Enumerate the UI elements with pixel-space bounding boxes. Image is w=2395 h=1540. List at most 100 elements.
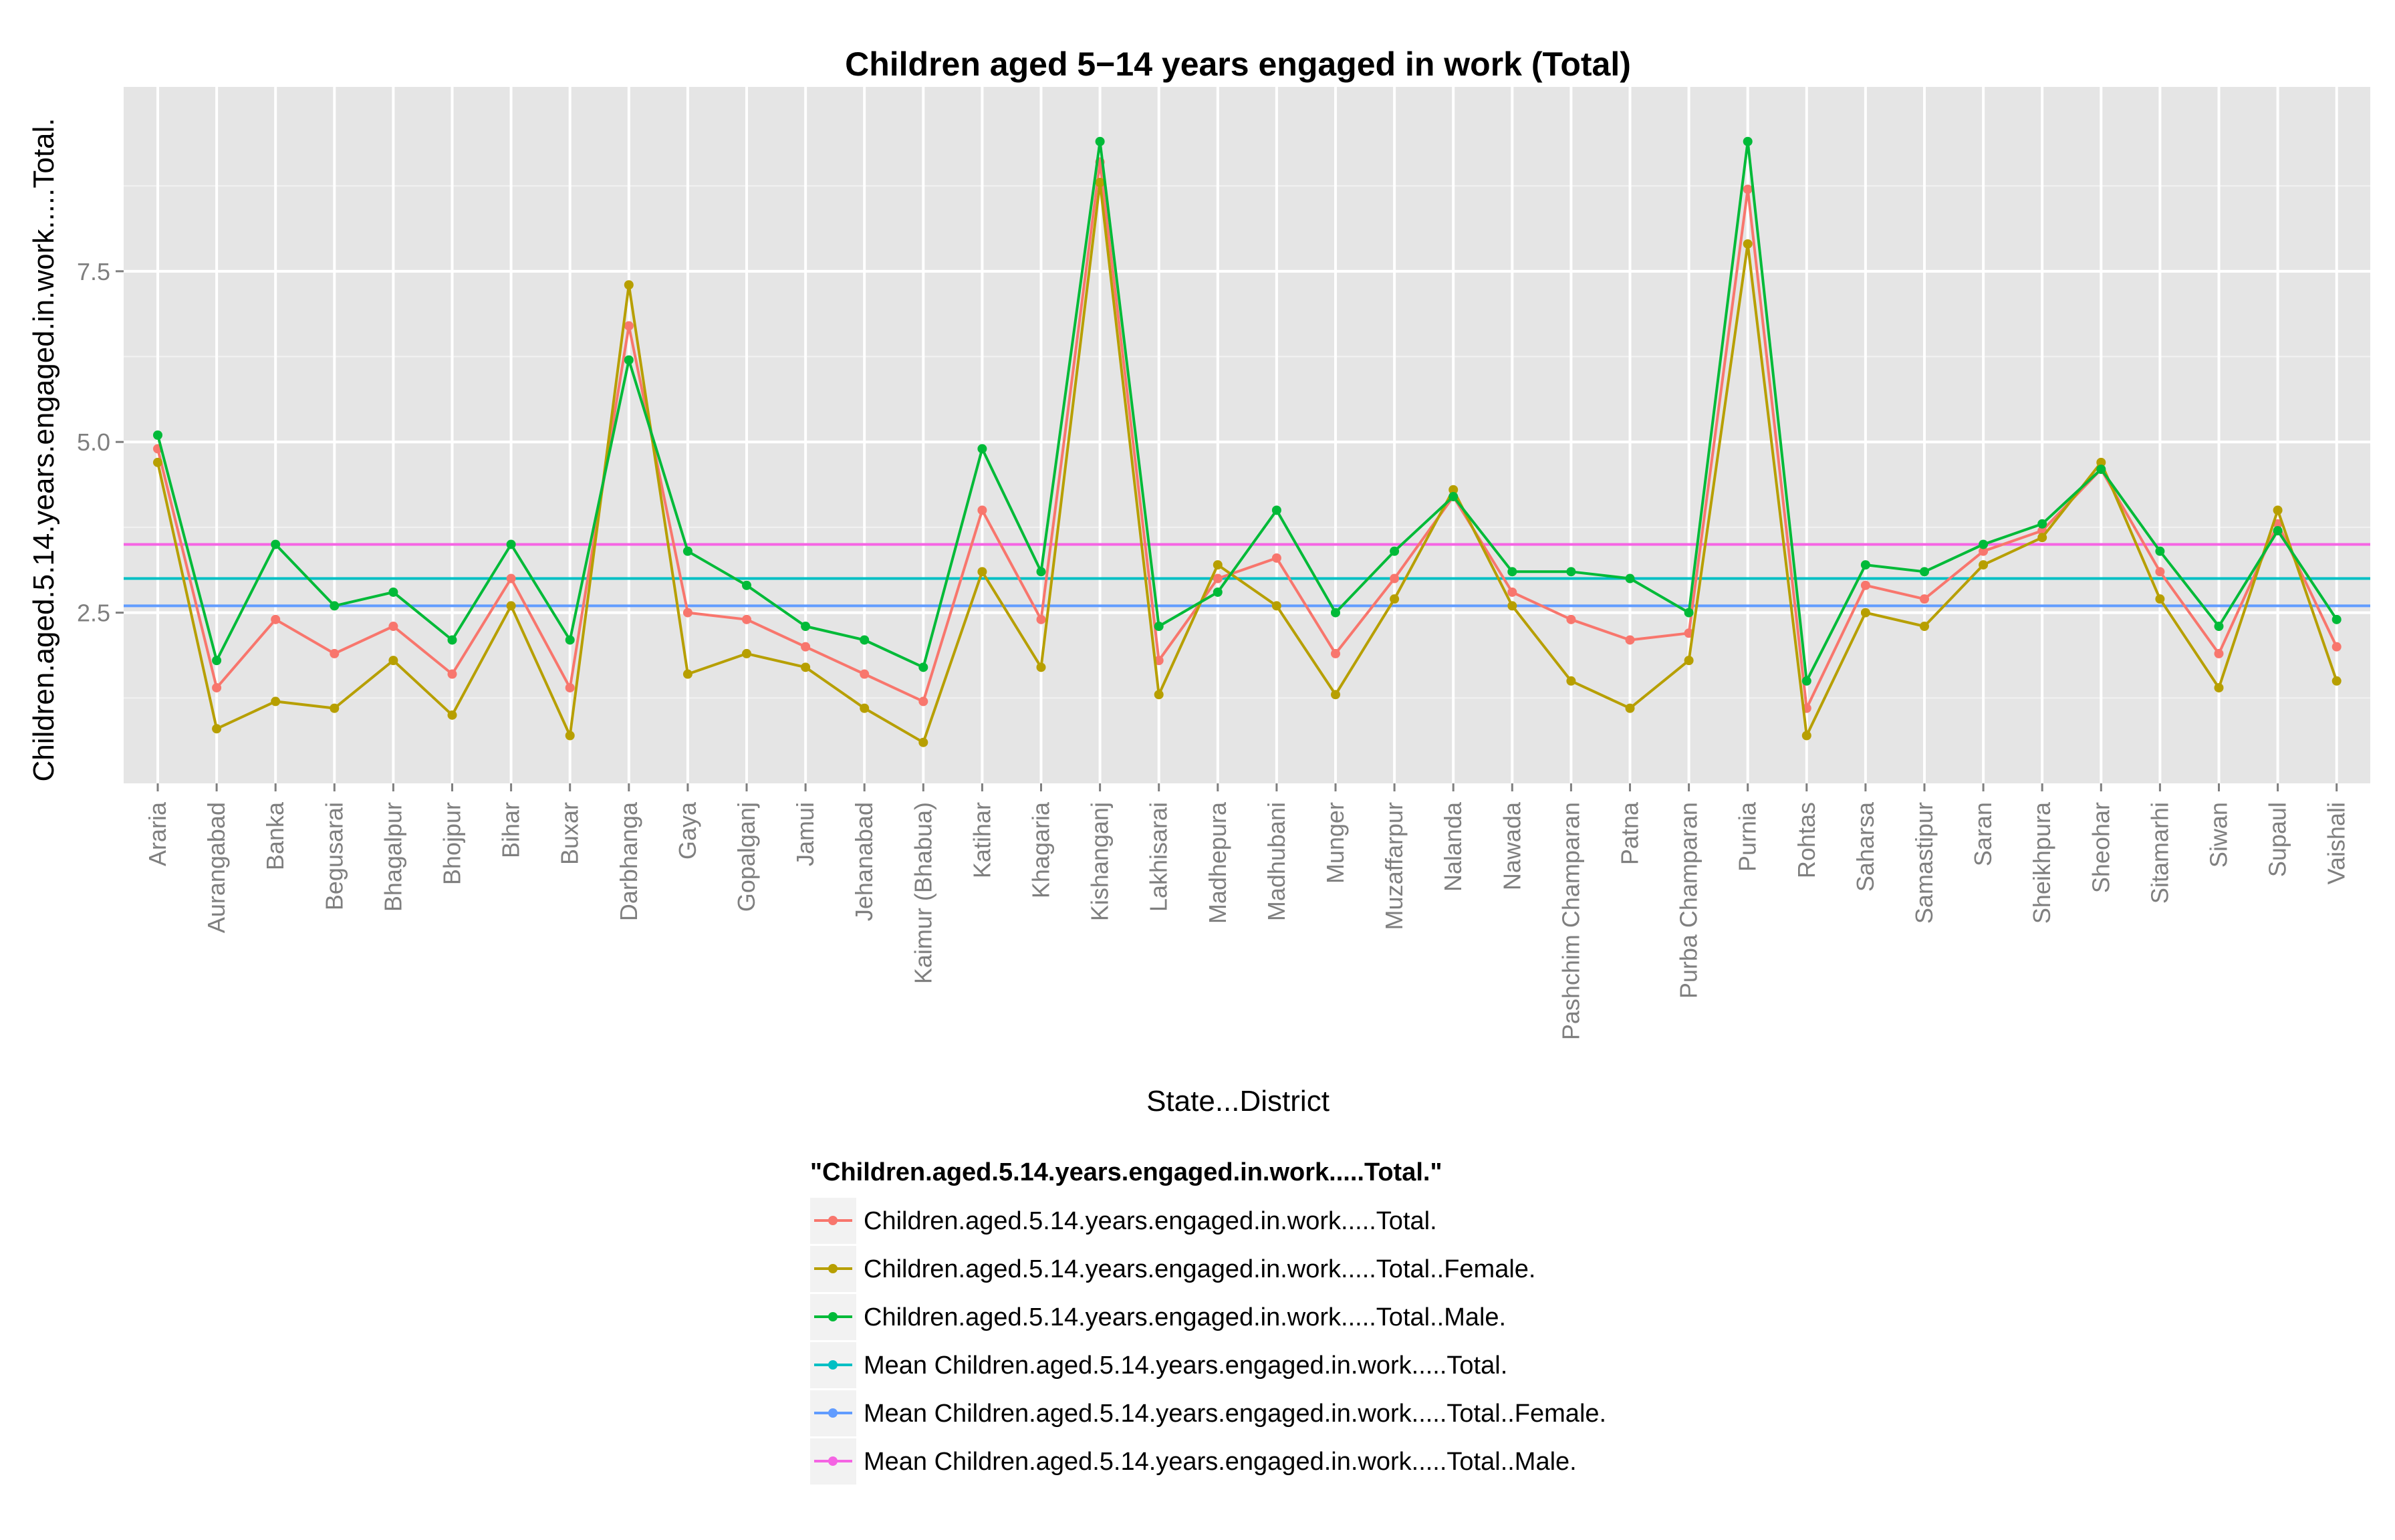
data-point [1154, 622, 1164, 632]
x-tick-label: Khagaria [1027, 801, 1055, 898]
series-line [156, 140, 2338, 682]
series-group [153, 178, 2342, 747]
data-point [801, 642, 811, 652]
data-point [1684, 608, 1694, 618]
x-tick-label: Jehanabad [850, 802, 878, 921]
data-point [977, 444, 987, 454]
data-point [1213, 587, 1223, 597]
data-point [742, 648, 751, 658]
x-tick-label: Katihar [968, 802, 995, 878]
legend-key-point [828, 1216, 838, 1225]
data-point [1920, 622, 1929, 632]
legend-label: Mean Children.aged.5.14.years.engaged.in… [864, 1400, 1606, 1428]
x-axis-title: State...District [1146, 1085, 1330, 1118]
data-point [565, 635, 575, 645]
legend: "Children.aged.5.14.years.engaged.in.wor… [810, 1158, 1606, 1485]
data-point [682, 669, 692, 679]
legend-key-point [828, 1312, 838, 1321]
data-point [1448, 485, 1459, 495]
data-point [1154, 690, 1164, 700]
data-point [860, 669, 870, 679]
data-point [624, 280, 634, 290]
data-point [918, 737, 928, 747]
data-point [918, 662, 928, 672]
data-point [2037, 533, 2047, 543]
x-tick-label: Sitamarhi [2146, 802, 2173, 904]
data-point [2331, 642, 2342, 652]
x-tick-label: Patna [1616, 801, 1644, 865]
data-point [1507, 567, 1517, 577]
series-layer [153, 136, 2342, 747]
data-point [1036, 614, 1046, 624]
legend-key-point [828, 1360, 838, 1370]
data-point [1271, 553, 1281, 563]
x-tick-label: Saran [1969, 802, 1997, 866]
legend-key-point [828, 1456, 838, 1466]
x-tick-label: Pashchim Champaran [1557, 802, 1584, 1040]
series-line [156, 160, 2338, 710]
data-point [1920, 594, 1929, 604]
legend-label: Children.aged.5.14.years.engaged.in.work… [864, 1207, 1437, 1235]
data-point [860, 703, 870, 713]
data-point [1860, 580, 1870, 590]
data-point [2096, 457, 2106, 467]
legend-label: Mean Children.aged.5.14.years.engaged.in… [864, 1448, 1577, 1476]
data-point [1920, 567, 1929, 577]
data-point [2214, 682, 2224, 692]
data-point [1390, 573, 1400, 584]
data-point [447, 710, 457, 720]
data-point [2273, 505, 2283, 515]
x-tick-label: Banka [261, 801, 289, 870]
data-point [1448, 491, 1459, 501]
data-point [153, 430, 162, 440]
data-point [153, 457, 162, 467]
plot-panel [124, 87, 2370, 783]
data-point [1979, 560, 1989, 570]
legend-label: Children.aged.5.14.years.engaged.in.work… [864, 1255, 1535, 1283]
data-point [2331, 614, 2342, 624]
data-point [1390, 546, 1400, 556]
data-point [801, 662, 811, 672]
x-tick-label: Munger [1321, 802, 1349, 884]
x-tick-label: Buxar [556, 802, 584, 865]
x-tick-label: Samastipur [1910, 802, 1938, 924]
x-tick-label: Bhagalpur [379, 802, 406, 912]
data-point [506, 601, 516, 611]
data-point [1331, 690, 1340, 700]
x-tick-label: Lakhisarai [1145, 802, 1172, 912]
data-point [1271, 505, 1281, 515]
data-point [447, 669, 457, 679]
x-tick-label: Kaimur (Bhabua) [909, 802, 936, 984]
data-point [624, 321, 634, 331]
data-point [1860, 560, 1870, 570]
data-point [271, 539, 281, 549]
y-tick-label: 7.5 [77, 258, 110, 285]
data-point [1743, 136, 1753, 146]
x-tick-label: Jamui [791, 802, 819, 866]
data-point [2037, 519, 2047, 529]
data-point [388, 587, 398, 597]
data-point [1625, 635, 1635, 645]
data-point [1625, 573, 1635, 584]
data-point [447, 635, 457, 645]
data-point [1566, 676, 1576, 686]
x-tick-label: Madhubani [1263, 802, 1290, 921]
y-tick-label: 5.0 [77, 428, 110, 456]
x-tick-label: Araria [144, 801, 171, 866]
legend-label: Children.aged.5.14.years.engaged.in.work… [864, 1303, 1506, 1331]
x-tick-label: Saharsa [1852, 801, 1879, 892]
legend-title: "Children.aged.5.14.years.engaged.in.wor… [810, 1158, 1442, 1186]
x-tick-label: Kishanganj [1086, 802, 1114, 921]
data-point [1095, 136, 1105, 146]
data-point [1743, 239, 1753, 249]
data-point [506, 573, 516, 584]
x-tick-label: Siwan [2205, 802, 2233, 868]
data-point [2214, 648, 2224, 658]
data-point [1507, 601, 1517, 611]
data-point [2096, 465, 2106, 475]
legend-item: Mean Children.aged.5.14.years.engaged.in… [810, 1390, 1606, 1436]
legend-items: Children.aged.5.14.years.engaged.in.work… [810, 1198, 1606, 1485]
data-point [271, 614, 281, 624]
x-tick-label: Bihar [497, 802, 525, 858]
